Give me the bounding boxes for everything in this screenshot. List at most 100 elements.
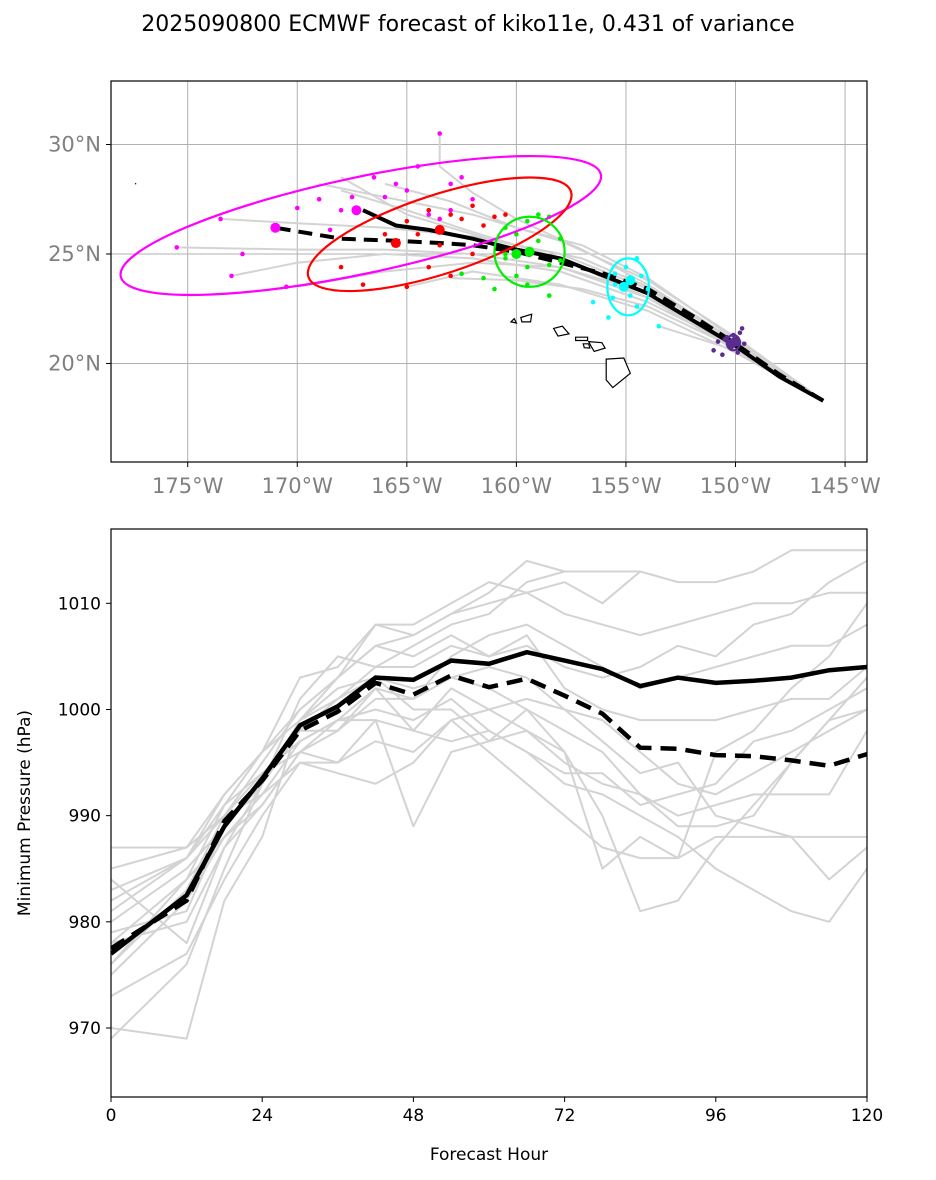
ensemble-point xyxy=(590,299,596,305)
ensemble-point xyxy=(437,242,442,248)
ensemble-point xyxy=(741,341,747,347)
uncertainty-ellipse xyxy=(493,215,566,288)
uncertainty-ellipse xyxy=(725,333,742,352)
map-y-ticks: 20°N 25°N 30°N xyxy=(48,133,111,375)
ensemble-point xyxy=(557,258,563,263)
mean-position-marker xyxy=(524,246,535,257)
map-y-tick-label: 25°N xyxy=(48,242,101,266)
ensemble-point xyxy=(536,212,541,217)
map-y-tick-label: 20°N xyxy=(48,351,101,375)
ensemble-point xyxy=(448,207,453,213)
ensemble-point xyxy=(634,304,640,309)
pressure-y-tick-label: 990 xyxy=(69,807,101,827)
ensemble-point xyxy=(437,216,442,222)
ensemble-pressure-line xyxy=(111,549,867,944)
ensemble-point xyxy=(612,271,618,276)
mean-position-marker xyxy=(270,222,281,233)
ensemble-point xyxy=(382,231,388,237)
map-panel: 175°W 170°W 165°W 160°W 155°W 150°W 145°W 20°N… xyxy=(48,80,881,498)
ensemble-point xyxy=(426,212,432,217)
ensemble-point xyxy=(739,326,745,331)
pressure-frame xyxy=(110,528,868,1098)
ensemble-point xyxy=(229,273,234,279)
ensemble-point xyxy=(481,223,486,228)
ensemble-point xyxy=(546,262,552,268)
ensemble-point xyxy=(338,264,344,270)
ensemble-point xyxy=(623,264,629,270)
ensemble-point xyxy=(470,251,475,257)
pressure-y-ticks: 970 980 990 1000 1010 xyxy=(58,594,111,1039)
ensemble-pressure-line xyxy=(111,687,867,945)
ensemble-point xyxy=(393,181,399,187)
uncertainty-ellipse xyxy=(119,154,603,297)
ensemble-pressure-line xyxy=(111,560,867,891)
ensemble-point xyxy=(437,131,442,136)
hawaii-coastline xyxy=(134,182,632,389)
mean-position-marker xyxy=(618,281,629,292)
ensemble-point xyxy=(525,218,530,224)
pressure-x-tick-label: 120 xyxy=(851,1106,883,1126)
map-x-tick-label: 170°W xyxy=(262,474,334,498)
ensemble-point xyxy=(503,251,508,257)
pressure-x-ticks: 0 24 48 72 96 120 xyxy=(106,1097,883,1126)
ensemble-point xyxy=(656,323,662,329)
mean-position-marker xyxy=(390,238,401,249)
pressure-mean-lines xyxy=(111,649,867,956)
pressure-y-tick-label: 970 xyxy=(69,1019,101,1039)
ensemble-point xyxy=(316,196,322,202)
ensemble-point xyxy=(606,315,611,320)
pressure-y-tick-label: 980 xyxy=(69,913,101,933)
ensemble-pressure-line xyxy=(111,570,641,1040)
map-y-tick-label: 30°N xyxy=(48,133,101,157)
map-uncertainty-ellipses xyxy=(119,154,742,352)
ensemble-point xyxy=(448,273,453,279)
pressure-ensemble-lines xyxy=(111,549,867,1040)
ensemble-point xyxy=(612,282,618,287)
map-x-tick-label: 150°W xyxy=(700,474,772,498)
pressure-y-tick-label: 1010 xyxy=(58,594,101,614)
ensemble-point xyxy=(426,264,432,270)
ensemble-point xyxy=(481,275,486,281)
ensemble-point xyxy=(514,273,519,279)
ensemble-point xyxy=(371,175,377,180)
ensemble-point xyxy=(737,330,743,336)
ensemble-point xyxy=(546,293,552,298)
map-x-tick-label: 155°W xyxy=(590,474,662,498)
ensemble-point xyxy=(514,231,519,237)
mean-position-marker xyxy=(625,275,636,286)
ensemble-point xyxy=(459,216,464,222)
ensemble-point xyxy=(360,282,366,287)
island-outline xyxy=(520,313,533,323)
ensemble-pressure-line xyxy=(111,719,867,997)
mean-position-marker xyxy=(511,248,522,259)
map-frame xyxy=(110,80,868,463)
ensemble-pressure-line xyxy=(111,591,867,870)
ensemble-point xyxy=(404,218,410,224)
ensemble-point xyxy=(459,175,464,180)
ensemble-point xyxy=(349,194,355,200)
ensemble-point xyxy=(448,212,453,217)
mean-track-solid xyxy=(362,208,825,403)
ensemble-point xyxy=(628,293,633,298)
map-x-tick-label: 145°W xyxy=(809,474,881,498)
pressure-panel: 0 24 48 72 96 120 970 980 990 1000 1010 Forecast … xyxy=(15,528,883,1165)
ensemble-point xyxy=(240,251,245,257)
pressure-x-axis-label: Forecast Hour xyxy=(430,1145,548,1165)
ensemble-point xyxy=(470,203,475,209)
mean-position-marker xyxy=(351,205,362,216)
ensemble-point xyxy=(404,188,410,193)
island-outline xyxy=(552,325,571,337)
mean-pressure-solid xyxy=(111,649,867,956)
ensemble-point xyxy=(525,264,530,270)
ensemble-point xyxy=(294,205,300,211)
ensemble-pressure-line xyxy=(111,676,867,1040)
pressure-x-tick-label: 72 xyxy=(554,1106,576,1126)
ensemble-point xyxy=(470,196,475,202)
pressure-x-tick-label: 48 xyxy=(403,1106,425,1126)
pressure-x-tick-label: 96 xyxy=(705,1106,727,1126)
ensemble-pressure-line xyxy=(111,602,867,976)
ensemble-point xyxy=(638,273,644,279)
ensemble-point xyxy=(720,352,725,358)
ensemble-point xyxy=(426,207,432,213)
